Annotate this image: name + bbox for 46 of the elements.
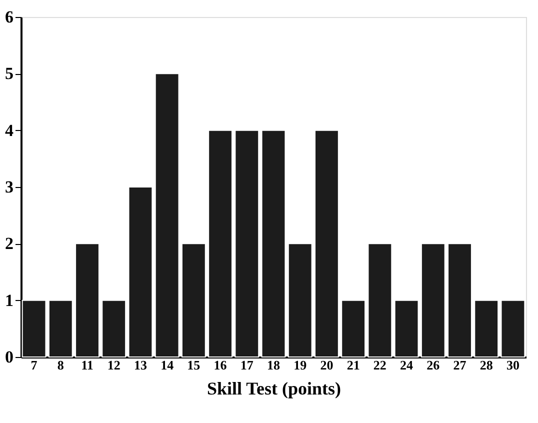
x-tick-label: 28 — [480, 358, 494, 372]
bar — [154, 73, 180, 358]
x-tick-label: 19 — [294, 358, 308, 372]
x-tick-label: 17 — [240, 358, 254, 372]
bar — [234, 130, 260, 358]
y-tick-label: 3 — [5, 178, 14, 196]
y-tick-label: 2 — [5, 234, 14, 254]
y-tick-label: 0 — [5, 348, 14, 366]
y-tick-label: 5 — [5, 64, 14, 84]
bar — [474, 300, 499, 358]
x-tick-label: 18 — [267, 358, 280, 372]
bar — [22, 300, 46, 358]
x-tick-label: 11 — [81, 358, 94, 372]
x-tick-label: 16 — [214, 358, 228, 372]
x-tick-label: 15 — [187, 358, 201, 372]
bar — [500, 300, 526, 358]
bar — [128, 186, 153, 358]
bar — [288, 243, 312, 358]
y-tick-label: 1 — [5, 290, 14, 310]
x-tick-label: 8 — [57, 358, 64, 372]
x-tick-label: 24 — [400, 358, 414, 372]
bar — [48, 300, 73, 358]
x-tick-label: 26 — [426, 358, 440, 372]
x-tick-label: 12 — [107, 358, 120, 372]
x-tick-label: 7 — [30, 358, 38, 372]
bar — [261, 130, 286, 358]
x-tick-label: 14 — [160, 358, 174, 372]
bar — [394, 300, 419, 358]
y-tick-label: 4 — [5, 120, 14, 140]
bar — [368, 243, 392, 358]
x-tick-label: 21 — [346, 358, 360, 372]
bar — [75, 243, 100, 358]
x-tick-label: 13 — [134, 358, 148, 372]
bar — [341, 300, 366, 358]
bar — [181, 243, 206, 358]
bar — [102, 300, 126, 358]
x-tick-label: 20 — [320, 358, 334, 372]
bar — [314, 130, 339, 358]
bar — [448, 243, 472, 358]
x-tick-label: 22 — [373, 358, 386, 372]
bar — [420, 243, 446, 358]
x-axis-title: Skill Test (points) — [206, 378, 342, 398]
x-tick-label: 27 — [453, 358, 467, 372]
x-tick-label: 30 — [506, 358, 520, 372]
y-tick-label: 6 — [5, 8, 14, 26]
bar — [208, 130, 232, 358]
